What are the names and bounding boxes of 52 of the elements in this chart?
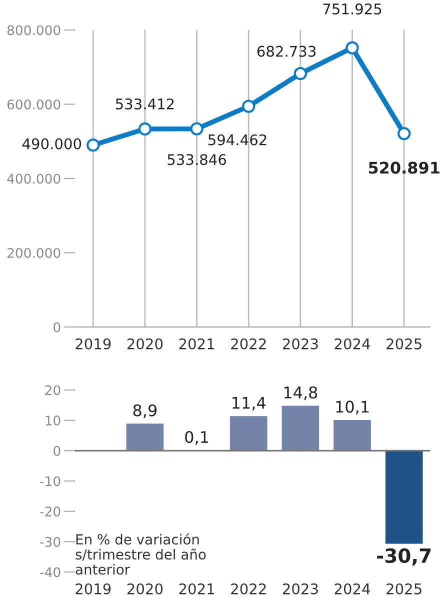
point (190, 122, 204, 136)
y-tick-label: 0 (54, 446, 60, 456)
data-label: 14,8 (284, 386, 318, 400)
y-tick-label: 20 (45, 385, 60, 396)
y-tick-label: -20 (40, 506, 60, 517)
data-label: 11,4 (232, 396, 266, 410)
text: 490.000 (22, 138, 82, 150)
x-tick-label: 2023 (282, 338, 318, 350)
bar (385, 450, 423, 544)
y-tick-label: 600.000 (7, 99, 60, 110)
x-tick-label: 2019 (76, 583, 111, 594)
x-tick-label: 2022 (231, 338, 266, 350)
text: 520.891 (368, 162, 440, 174)
x-tick-label: 2020 (127, 583, 163, 594)
point (86, 138, 100, 152)
point (242, 100, 256, 113)
text: 594.462 (208, 134, 266, 146)
x-tick-label: 2022 (231, 583, 266, 594)
data-label: 0,1 (185, 431, 208, 445)
bar (230, 416, 268, 451)
point (294, 66, 308, 80)
point (346, 41, 359, 54)
point (138, 122, 152, 136)
text: 751.925 (323, 3, 382, 14)
x-tick-label: 2021 (179, 338, 214, 350)
data-label: 10,1 (336, 400, 369, 414)
bar (282, 406, 320, 451)
y-tick-label: -30 (40, 536, 60, 547)
y-tick-label: 400.000 (7, 174, 60, 184)
text: 533.412 (116, 98, 174, 110)
y-tick-label: 10 (46, 416, 60, 426)
x-tick-label: 2021 (179, 583, 214, 594)
y-tick-label: 200.000 (8, 248, 60, 258)
text: 682.733 (257, 46, 316, 57)
y-tick-label: -10 (40, 476, 60, 486)
x-tick-label: 2024 (334, 338, 370, 350)
bar (126, 424, 164, 451)
text: 533.846 (168, 154, 226, 166)
x-tick-label: 2025 (386, 583, 422, 594)
y-tick-label: 800.000 (7, 25, 60, 36)
data-label: -30,7 (377, 548, 431, 566)
bar (334, 420, 371, 451)
x-tick-label: 2019 (76, 338, 111, 350)
y-tick-label: -40 (40, 567, 60, 578)
x-tick-label: 2025 (386, 338, 422, 350)
y-tick-label: 0 (54, 322, 60, 332)
point (397, 127, 411, 140)
x-tick-label: 2020 (127, 338, 163, 350)
x-tick-label: 2024 (334, 583, 370, 594)
annotation: En % de variación s/trimestre del año anterior (76, 533, 206, 575)
data-label: 8,9 (133, 404, 157, 418)
x-tick-label: 2023 (282, 583, 318, 594)
